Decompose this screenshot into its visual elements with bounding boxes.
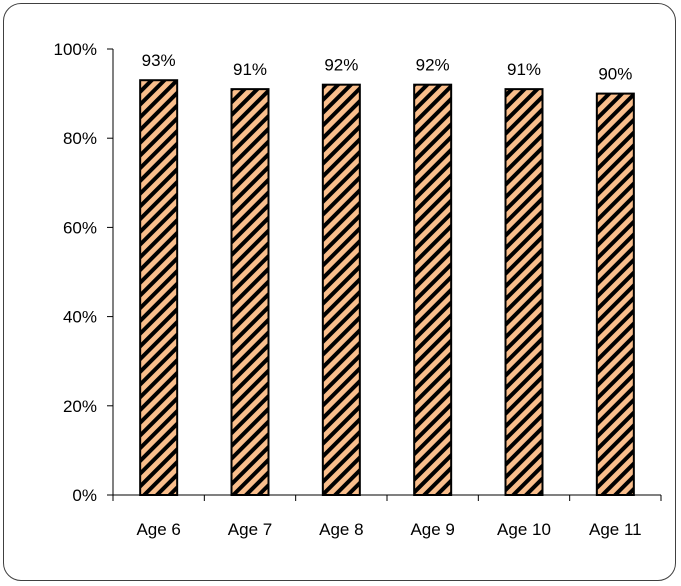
data-label: 92%: [416, 56, 450, 75]
bar: [413, 83, 453, 497]
y-axis: 0% 20% 40% 60% 80% 100%: [54, 40, 114, 505]
bar: [230, 88, 270, 496]
y-tick-label: 40%: [63, 308, 97, 327]
data-label: 93%: [142, 51, 176, 70]
data-label: 91%: [233, 60, 267, 79]
x-axis: Age 6 Age 7 Age 8 Age 9 Age 10 Age 11: [112, 494, 662, 539]
bar: [595, 92, 635, 496]
x-tick-label: Age 11: [589, 520, 642, 539]
data-label: 91%: [507, 60, 541, 79]
bars: [139, 79, 635, 497]
x-tick-label: Age 6: [136, 520, 180, 539]
y-tick-label: 100%: [54, 40, 97, 59]
data-labels: 93% 91% 92% 92% 91% 90%: [142, 51, 633, 83]
x-tick-label: Age 9: [410, 520, 454, 539]
bar: [139, 79, 179, 496]
y-tick-label: 60%: [63, 218, 97, 237]
data-label: 90%: [598, 65, 632, 84]
y-tick-label: 20%: [63, 397, 97, 416]
data-label: 92%: [324, 56, 358, 75]
bar: [321, 83, 361, 497]
x-tick-label: Age 10: [497, 520, 551, 539]
x-tick-label: Age 7: [228, 520, 272, 539]
y-tick-label: 80%: [63, 129, 97, 148]
bar: [504, 88, 544, 496]
y-tick-label: 0%: [72, 486, 97, 505]
x-tick-label: Age 8: [319, 520, 363, 539]
